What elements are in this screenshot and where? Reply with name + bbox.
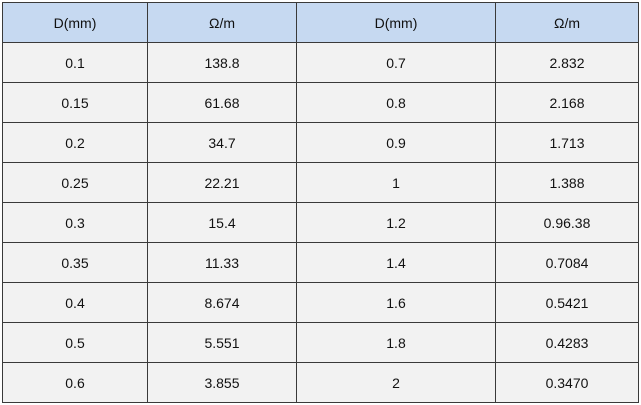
table-row: 0.35 11.33 1.4 0.7084: [2, 242, 639, 283]
header-cell: Ω/m: [495, 2, 639, 43]
table-cell: 2: [296, 362, 496, 403]
header-cell: Ω/m: [147, 2, 297, 43]
table-cell: 0.3: [2, 202, 148, 243]
table-cell: 0.15: [2, 82, 148, 123]
table-cell: 1.388: [495, 162, 639, 203]
table-cell: 0.4283: [495, 322, 639, 363]
table-row: 0.6 3.855 2 0.3470: [2, 362, 639, 403]
table-row: 0.15 61.68 0.8 2.168: [2, 82, 639, 123]
header-cell: D(mm): [296, 2, 496, 43]
table-cell: 0.7: [296, 42, 496, 83]
table-body: 0.1 138.8 0.7 2.832 0.15 61.68 0.8 2.168 0.2 34.7…: [2, 42, 639, 403]
table-cell: 1.2: [296, 202, 496, 243]
table-cell: 3.855: [147, 362, 297, 403]
table-cell: 0.7084: [495, 242, 639, 283]
table-cell: 0.3470: [495, 362, 639, 403]
table-row: 0.4 8.674 1.6 0.5421: [2, 282, 639, 323]
table-cell: 1.713: [495, 122, 639, 163]
table-cell: 1.4: [296, 242, 496, 283]
table-cell: 8.674: [147, 282, 297, 323]
table-cell: 0.5421: [495, 282, 639, 323]
table-cell: 0.6: [2, 362, 148, 403]
table-row: 0.25 22.21 1 1.388: [2, 162, 639, 203]
table-cell: 0.8: [296, 82, 496, 123]
table-cell: 1: [296, 162, 496, 203]
table-cell: 0.2: [2, 122, 148, 163]
table-cell: 2.832: [495, 42, 639, 83]
table-row: 0.2 34.7 0.9 1.713: [2, 122, 639, 163]
table-cell: 11.33: [147, 242, 297, 283]
table-row: 0.5 5.551 1.8 0.4283: [2, 322, 639, 363]
table-cell: 15.4: [147, 202, 297, 243]
table-row: 0.1 138.8 0.7 2.832: [2, 42, 639, 83]
table-row: 0.3 15.4 1.2 0.96.38: [2, 202, 639, 243]
table-cell: 138.8: [147, 42, 297, 83]
table-cell: 0.1: [2, 42, 148, 83]
table-cell: 2.168: [495, 82, 639, 123]
table-cell: 0.5: [2, 322, 148, 363]
table-cell: 0.96.38: [495, 202, 639, 243]
table-cell: 0.35: [2, 242, 148, 283]
header-cell: D(mm): [2, 2, 148, 43]
table-cell: 22.21: [147, 162, 297, 203]
table-cell: 1.8: [296, 322, 496, 363]
table-cell: 0.4: [2, 282, 148, 323]
table-cell: 1.6: [296, 282, 496, 323]
table-cell: 0.9: [296, 122, 496, 163]
table-cell: 5.551: [147, 322, 297, 363]
table-cell: 0.25: [2, 162, 148, 203]
table-cell: 61.68: [147, 82, 297, 123]
header-row: D(mm) Ω/m D(mm) Ω/m: [2, 2, 639, 43]
table-cell: 34.7: [147, 122, 297, 163]
